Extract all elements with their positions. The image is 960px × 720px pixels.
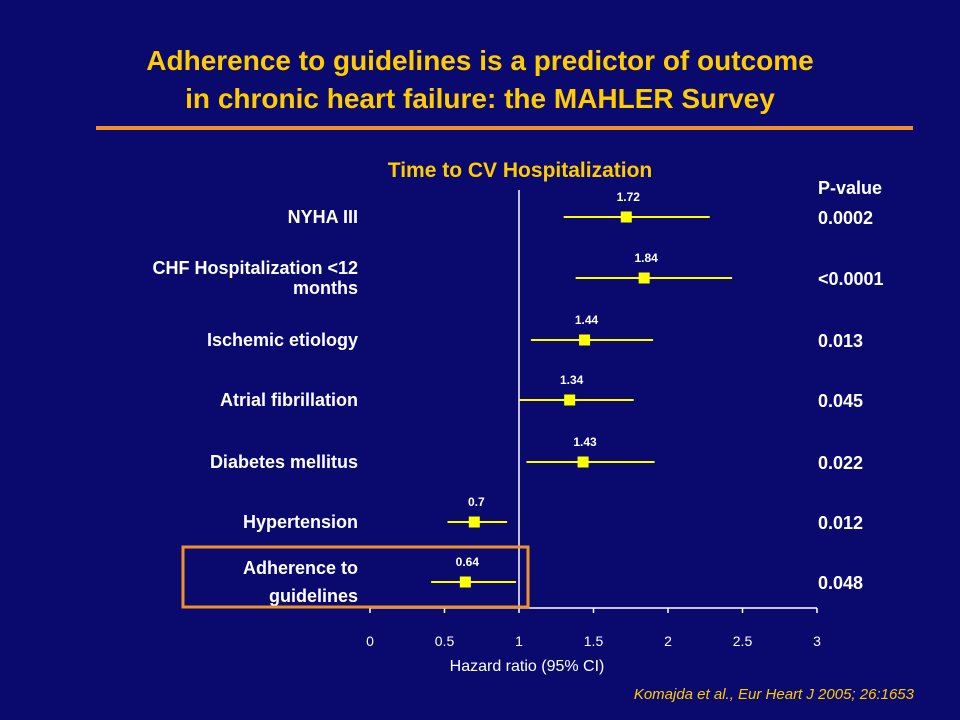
x-tick-label: 1.5 (584, 633, 604, 649)
slide-title-line-2: in chronic heart failure: the MAHLER Sur… (185, 83, 775, 114)
x-tick-label: 0 (366, 633, 374, 649)
row-label: Hypertension (243, 512, 358, 532)
row-label: months (293, 278, 358, 298)
hr-marker (579, 334, 591, 346)
hr-label: 0.64 (456, 555, 480, 569)
hr-marker (620, 211, 632, 223)
row-label: Ischemic etiology (207, 330, 358, 350)
pvalue: <0.0001 (818, 269, 884, 289)
pvalue: 0.013 (818, 331, 863, 351)
x-tick-label: 3 (813, 633, 821, 649)
slide-title-line-1: Adherence to guidelines is a predictor o… (146, 45, 814, 76)
x-tick-label: 2 (664, 633, 672, 649)
row-label: NYHA III (288, 207, 358, 227)
pvalue-header: P-value (818, 178, 882, 198)
pvalue: 0.045 (818, 391, 863, 411)
x-tick-label: 0.5 (435, 633, 455, 649)
x-tick-label: 2.5 (733, 633, 753, 649)
row-label: Adherence to (243, 558, 358, 578)
hr-label: 1.44 (575, 313, 599, 327)
title-underline (96, 126, 913, 130)
hr-label: 1.43 (573, 435, 597, 449)
highlight-box (181, 545, 530, 609)
hr-marker (638, 272, 650, 284)
hr-label: 1.72 (617, 190, 641, 204)
hr-marker (459, 576, 471, 588)
slide-title: Adherence to guidelines is a predictor o… (0, 42, 960, 118)
hr-label: 1.34 (560, 373, 584, 387)
pvalue: 0.022 (818, 453, 863, 473)
pvalue: 0.048 (818, 573, 863, 593)
row-label: Diabetes mellitus (210, 452, 358, 472)
chart-title: Time to CV Hospitalization (388, 159, 652, 182)
hr-marker (577, 456, 589, 468)
pvalue: 0.0002 (818, 208, 873, 228)
hr-label: 1.84 (634, 251, 658, 265)
row-label: CHF Hospitalization <12 (152, 258, 358, 278)
hr-marker (468, 516, 480, 528)
hr-label: 0.7 (468, 495, 485, 509)
citation: Komajda et al., Eur Heart J 2005; 26:165… (633, 686, 914, 703)
x-axis-label: Hazard ratio (95% CI) (450, 658, 605, 675)
row-label: Atrial fibrillation (220, 390, 358, 410)
x-tick-label: 1 (515, 633, 523, 649)
row-label: guidelines (269, 586, 358, 606)
pvalue: 0.012 (818, 513, 863, 533)
hr-marker (564, 394, 576, 406)
